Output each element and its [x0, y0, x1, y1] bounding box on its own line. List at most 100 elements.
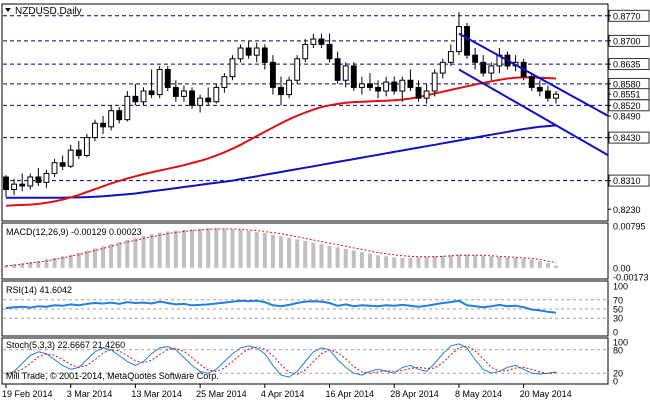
x-tick-label: 16 Apr 2014 [326, 389, 375, 399]
stoch-tick-label: 80 [613, 345, 623, 355]
rsi-tick-label: 30 [613, 314, 623, 324]
macd-histogram-bar [545, 263, 550, 268]
macd-histogram-bar [206, 228, 211, 268]
candle-body [27, 176, 34, 187]
candle-body [67, 149, 74, 167]
candle-body [407, 79, 414, 88]
rsi-title: RSI(14) 41.6042 [6, 285, 72, 295]
macd-histogram-bar [384, 256, 389, 268]
macd-histogram-bar [165, 231, 170, 268]
candle-body [181, 90, 187, 97]
chart-dropdown-icon[interactable] [5, 8, 11, 12]
candle-body [334, 58, 341, 81]
candle-body [108, 110, 115, 128]
macd-panel-frame [1, 222, 609, 280]
candle-body [19, 183, 26, 187]
price-tick-label: 0.8580 [613, 79, 641, 89]
macd-title: MACD(12,26,9) -0.00129 0.00023 [6, 227, 142, 237]
macd-histogram-bar [392, 257, 397, 268]
candle-body [221, 76, 228, 88]
macd-histogram-bar [36, 261, 41, 268]
macd-histogram-bar [456, 254, 461, 268]
candle-body [237, 47, 244, 60]
candle-body [423, 90, 430, 99]
candle-body [75, 149, 82, 156]
macd-histogram-bar [262, 233, 267, 268]
macd-histogram-bar [279, 236, 283, 268]
macd-histogram-bar [521, 258, 526, 268]
macd-signal-line [5, 228, 557, 267]
candle-body [269, 61, 276, 88]
macd-histogram-bar [489, 256, 494, 268]
candle-body [197, 97, 204, 106]
slow-moving-average-line [6, 124, 557, 199]
x-tick-label: 8 May 2014 [455, 389, 502, 399]
price-tick-label: 0.8635 [613, 60, 641, 70]
price-chart-title: NZDUSD,Daily [15, 6, 82, 17]
macd-histogram-bar [287, 237, 292, 268]
x-tick-label: 20 May 2014 [520, 389, 572, 399]
candle-body [11, 183, 18, 191]
macd-histogram-bar [351, 250, 356, 268]
candle-body [213, 86, 220, 103]
candle-body [342, 65, 349, 81]
rsi-line [5, 299, 557, 314]
price-tick-label: 0.8310 [613, 176, 641, 186]
candle-body [278, 86, 284, 96]
candle-body [431, 72, 438, 92]
macd-histogram-bar [52, 257, 57, 268]
candle-body [261, 47, 268, 63]
candle-body [3, 176, 9, 191]
candle-body [132, 95, 139, 103]
stoch-tick-label: 20 [613, 369, 623, 379]
candle-body [439, 61, 446, 74]
stoch-main-line [5, 343, 557, 378]
candle-body [43, 172, 50, 183]
candle-body [456, 26, 462, 53]
macd-histogram-bar [230, 229, 235, 268]
macd-histogram-bar [125, 239, 130, 268]
macd-histogram-bar [28, 262, 33, 268]
candle-body [116, 110, 123, 121]
macd-histogram-bar [432, 256, 437, 268]
price-tick-label: 0.8770 [613, 11, 641, 21]
candle-body [148, 90, 155, 96]
candle-body [350, 65, 357, 88]
macd-histogram-bar [311, 242, 316, 268]
macd-histogram-bar [84, 250, 89, 268]
trend-channel-line [458, 32, 610, 117]
macd-histogram-bar [246, 231, 251, 268]
candle-body [59, 162, 66, 167]
macd-histogram-bar [359, 252, 364, 268]
rsi-tick-label: 100 [613, 282, 628, 292]
macd-histogram-bar [440, 255, 445, 268]
stoch-tick-label: 0 [613, 377, 618, 387]
macd-histogram-bar [497, 256, 502, 268]
macd-histogram-bar [254, 232, 259, 268]
macd-histogram-bar [327, 245, 332, 268]
candle-body [553, 93, 559, 99]
macd-histogram-bar [537, 261, 542, 268]
macd-histogram-bar [214, 228, 219, 268]
macd-histogram-bar [408, 257, 413, 268]
candle-body [189, 90, 195, 106]
price-tick-label: 0.8520 [613, 101, 641, 111]
candle-body [464, 26, 470, 56]
candle-body [536, 86, 543, 92]
macd-histogram-bar [481, 255, 486, 268]
price-panel-frame [1, 3, 609, 222]
candle-body [488, 65, 495, 74]
x-tick-label: 3 Mar 2014 [67, 389, 113, 399]
macd-histogram-bar [190, 229, 195, 268]
macd-histogram-bar [303, 241, 308, 268]
macd-histogram-bar [295, 239, 300, 268]
candle-body [124, 95, 131, 121]
x-tick-label: 28 Apr 2014 [390, 389, 439, 399]
candle-body [140, 90, 147, 103]
candle-body [302, 43, 309, 60]
x-tick-label: 19 Feb 2014 [2, 389, 53, 399]
macd-histogram-bar [416, 257, 421, 268]
